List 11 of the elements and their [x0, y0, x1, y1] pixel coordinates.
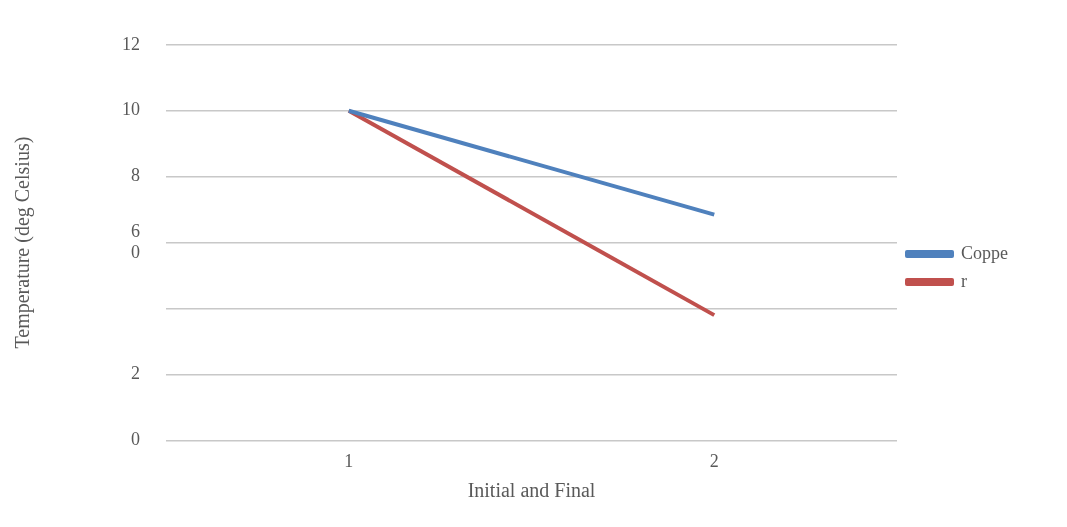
y-tick-label: 6 0: [131, 220, 140, 263]
y-tick-label: 2: [131, 363, 140, 384]
legend-label: Coppe: [961, 242, 1009, 263]
x-axis-title: Initial and Final: [467, 479, 596, 502]
y-tick-label: 8: [131, 165, 140, 186]
y-axis-title: Temperature (deg Celsius): [11, 136, 35, 349]
y-tick-label: 10: [122, 99, 140, 120]
y-tick-label: 0: [131, 429, 140, 450]
legend-label: r: [961, 270, 967, 291]
x-tick-label: 1: [344, 450, 354, 471]
y-tick-label: 12: [122, 33, 140, 54]
